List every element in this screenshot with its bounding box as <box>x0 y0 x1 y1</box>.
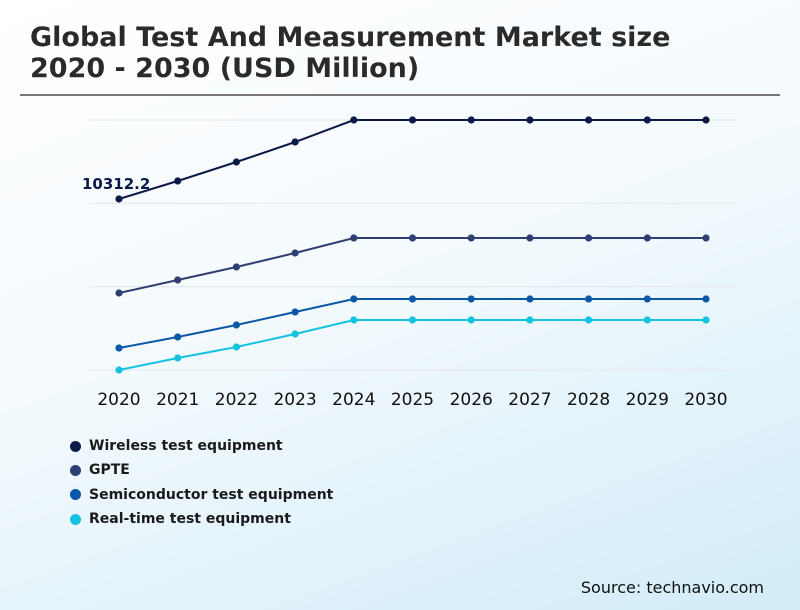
x-tick-label: 2024 <box>332 390 375 410</box>
data-point <box>585 316 593 324</box>
data-point <box>585 295 593 303</box>
title-line-2: 2020 - 2030 (USD Million) <box>30 53 420 84</box>
data-point <box>526 116 534 124</box>
data-point <box>350 316 358 324</box>
data-point <box>702 234 710 242</box>
series-line-1 <box>118 237 706 294</box>
legend-item: GPTE <box>70 458 333 482</box>
series-line-0 <box>118 119 706 200</box>
legend-marker-icon <box>70 513 81 525</box>
x-tick-label: 2021 <box>156 390 199 410</box>
data-point <box>291 330 299 338</box>
x-tick-label: 2029 <box>626 390 669 410</box>
data-point <box>291 138 299 146</box>
data-label: 10312.2 <box>82 175 150 193</box>
x-tick-label: 2027 <box>508 390 551 410</box>
line-chart: 2020 2021 2022 2023 2024 2025 2026 2027 2028 2029… <box>82 116 736 410</box>
legend-label: Semiconductor test equipment <box>89 486 334 503</box>
data-point <box>174 354 182 362</box>
data-point <box>174 333 182 341</box>
data-point <box>115 289 123 297</box>
title-divider <box>20 94 780 96</box>
legend-marker-icon <box>70 489 81 501</box>
data-point <box>350 234 358 242</box>
legend-label: GPTE <box>89 462 130 479</box>
data-point <box>350 116 358 124</box>
legend-item: Real-time test equipment <box>70 507 333 531</box>
data-point <box>115 344 123 352</box>
data-point <box>408 316 417 324</box>
legend-marker-icon <box>70 440 81 452</box>
data-point <box>232 158 240 166</box>
legend-item: Semiconductor test equipment <box>70 483 333 507</box>
data-point <box>115 366 123 374</box>
series-line-3 <box>118 319 706 371</box>
legend-item: Wireless test equipment <box>70 434 333 458</box>
x-tick-label: 2026 <box>450 390 493 410</box>
x-tick-label: 2025 <box>391 390 434 410</box>
legend-label: Wireless test equipment <box>89 438 283 455</box>
x-tick-label: 2023 <box>273 390 316 410</box>
data-point <box>467 316 475 324</box>
x-tick-label: 2020 <box>97 390 140 410</box>
data-point <box>467 116 475 124</box>
data-point <box>585 116 593 124</box>
data-point <box>702 316 710 324</box>
data-point <box>291 249 299 257</box>
data-point <box>115 195 123 203</box>
data-point <box>232 321 240 329</box>
x-tick-label: 2028 <box>567 390 610 410</box>
data-point <box>291 308 299 316</box>
data-point <box>702 295 710 303</box>
title-line-1: Global Test And Measurement Market size <box>30 22 671 53</box>
chart-title: Global Test And Measurement Market size … <box>30 22 670 84</box>
x-tick-label: 2022 <box>215 390 258 410</box>
data-point <box>232 263 240 271</box>
data-point <box>585 234 593 242</box>
x-tick-label: 2030 <box>684 390 727 410</box>
data-point <box>643 116 651 124</box>
data-point <box>467 295 475 303</box>
data-point <box>643 295 651 303</box>
data-point <box>526 316 534 324</box>
data-point <box>232 343 240 351</box>
legend-label: Real-time test equipment <box>89 511 291 528</box>
data-point <box>408 295 417 303</box>
data-point <box>174 276 182 284</box>
data-point <box>643 234 651 242</box>
data-point <box>408 234 417 242</box>
data-point <box>408 116 417 124</box>
data-point <box>467 234 475 242</box>
source-credit: Source: technavio.com <box>580 578 764 597</box>
data-point <box>643 316 651 324</box>
legend-marker-icon <box>70 464 81 476</box>
legend: Wireless test equipment GPTE Semiconductor… <box>70 434 333 531</box>
data-point <box>526 295 534 303</box>
data-point <box>350 295 358 303</box>
data-point <box>526 234 534 242</box>
data-point <box>174 177 182 185</box>
data-point <box>702 116 710 124</box>
